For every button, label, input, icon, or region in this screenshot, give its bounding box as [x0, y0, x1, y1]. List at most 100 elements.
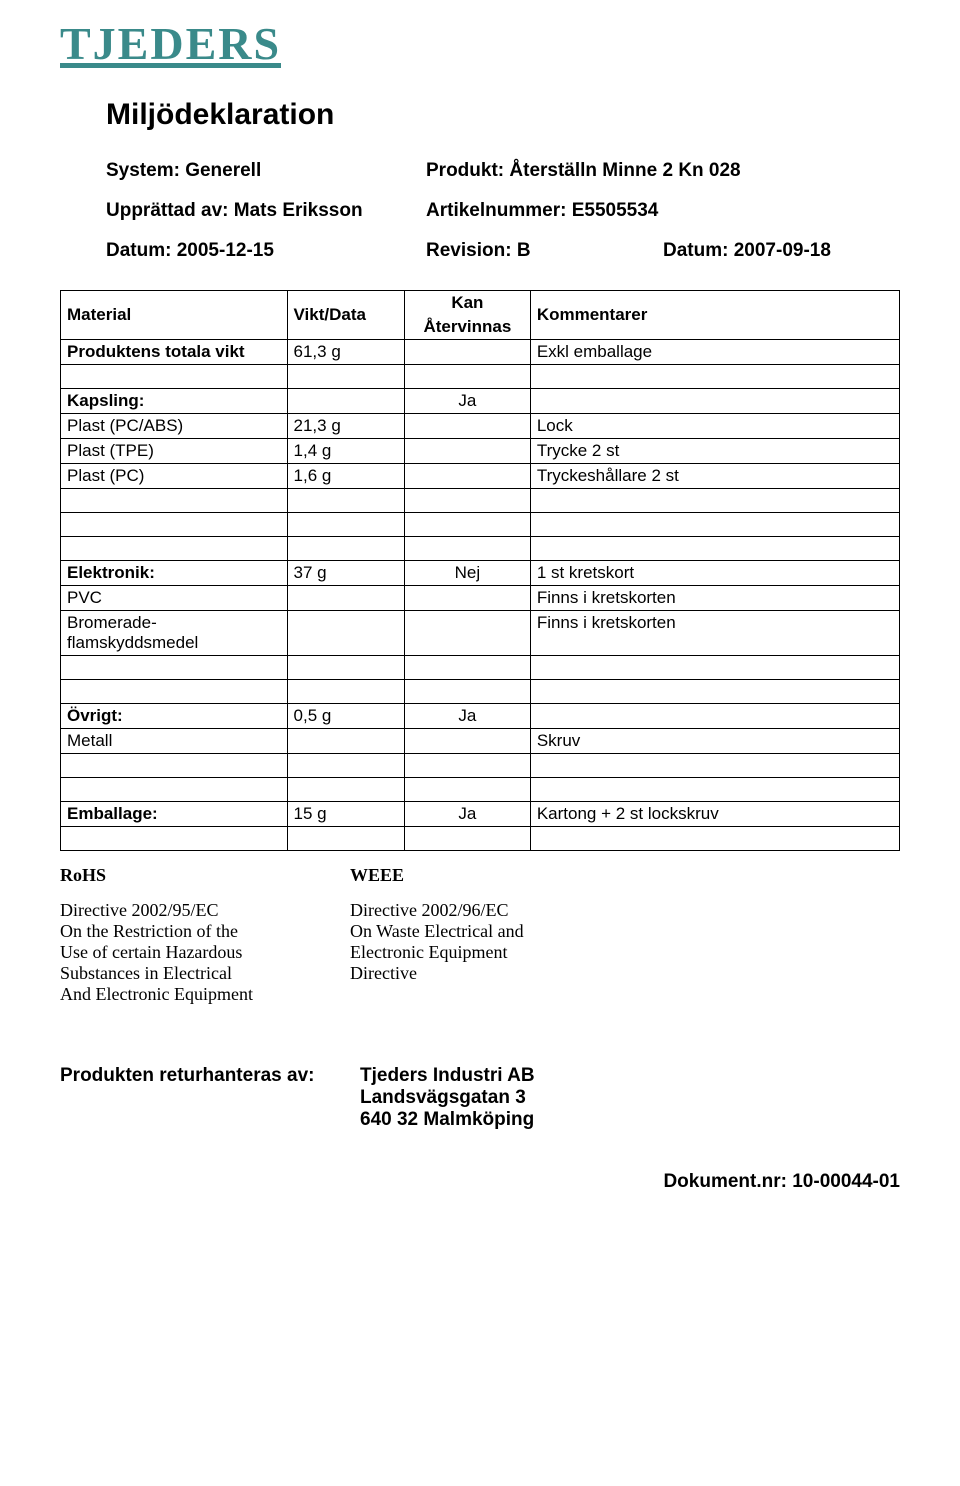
cell-komm: Lock — [530, 414, 899, 439]
table-row: Plast (PC/ABS) 21,3 g Lock — [61, 414, 900, 439]
return-line: Tjeders Industri AB — [360, 1065, 900, 1087]
docnr-label: Dokument.nr: — [663, 1171, 787, 1192]
kapsling-header-row: Kapsling: Ja — [61, 389, 900, 414]
rohs-heading: RoHS — [60, 865, 350, 886]
system-value: Generell — [185, 160, 261, 181]
kapsling-label: Kapsling: — [61, 389, 288, 414]
emballage-komm: Kartong + 2 st lockskruv — [530, 802, 899, 827]
cell-name: PVC — [61, 586, 288, 611]
cell-komm: Finns i kretskorten — [530, 611, 899, 656]
total-komm: Exkl emballage — [530, 340, 899, 365]
page: TJEDERS Miljödeklaration System: Generel… — [0, 0, 960, 1233]
weee-column: WEEE Directive 2002/96/EC On Waste Elect… — [350, 865, 900, 1005]
ovrigt-label: Övrigt: — [61, 704, 288, 729]
docnr-value: 10-00044-01 — [792, 1171, 900, 1192]
weee-line: Directive 2002/96/EC — [350, 900, 900, 921]
spacer-row — [61, 365, 900, 389]
return-address: Tjeders Industri AB Landsvägsgatan 3 640… — [360, 1065, 900, 1131]
revdate-value: 2007-09-18 — [734, 240, 831, 261]
total-label: Produktens totala vikt — [61, 340, 288, 365]
table-row: Plast (PC) 1,6 g Tryckeshållare 2 st — [61, 464, 900, 489]
ovrigt-header-row: Övrigt: 0,5 g Ja — [61, 704, 900, 729]
spacer-row — [61, 537, 900, 561]
revision-value: B — [517, 240, 531, 261]
cell-name: Metall — [61, 729, 288, 754]
cell-vikt: 1,4 g — [287, 439, 404, 464]
rohs-column: RoHS Directive 2002/95/EC On the Restric… — [60, 865, 350, 1005]
header-vikt: Vikt/Data — [287, 291, 404, 340]
spacer-row — [61, 680, 900, 704]
page-title: Miljödeklaration — [106, 98, 900, 132]
header-kommentar: Kommentarer — [530, 291, 899, 340]
product-label: Produkt: — [426, 160, 504, 181]
ovrigt-vikt: 0,5 g — [287, 704, 404, 729]
article-label: Artikelnummer: — [426, 200, 566, 221]
cell-name: Plast (PC/ABS) — [61, 414, 288, 439]
rohs-line: On the Restriction of the — [60, 921, 350, 942]
header-material: Material — [61, 291, 288, 340]
system-field: System: Generell — [106, 160, 426, 182]
cell-komm: Tryckeshållare 2 st — [530, 464, 899, 489]
table-row: Bromerade-flamskyddsmedel Finns i kretsk… — [61, 611, 900, 656]
emballage-kan: Ja — [404, 802, 530, 827]
cell-komm: Finns i kretskorten — [530, 586, 899, 611]
product-field: Produkt: Återställn Minne 2 Kn 028 — [426, 160, 900, 182]
table-row: Metall Skruv — [61, 729, 900, 754]
table-row: Plast (TPE) 1,4 g Trycke 2 st — [61, 439, 900, 464]
total-weight-row: Produktens totala vikt 61,3 g Exkl embal… — [61, 340, 900, 365]
product-value: Återställn Minne 2 Kn 028 — [509, 160, 740, 181]
spacer-row — [61, 754, 900, 778]
author-label: Upprättad av: — [106, 200, 228, 221]
elektronik-vikt: 37 g — [287, 561, 404, 586]
cell-komm: Trycke 2 st — [530, 439, 899, 464]
company-logo: TJEDERS — [60, 24, 281, 68]
weee-line: On Waste Electrical and — [350, 921, 900, 942]
document-number: Dokument.nr: 10-00044-01 — [60, 1171, 900, 1193]
date-field: Datum: 2005-12-15 — [106, 240, 426, 262]
cell-vikt: 21,3 g — [287, 414, 404, 439]
directives-block: RoHS Directive 2002/95/EC On the Restric… — [60, 865, 900, 1005]
spacer-row — [61, 827, 900, 851]
article-field: Artikelnummer: E5505534 — [426, 200, 900, 222]
kapsling-kan: Ja — [404, 389, 530, 414]
emballage-label: Emballage: — [61, 802, 288, 827]
article-value: E5505534 — [572, 200, 659, 221]
header-kan-line1: Kan — [404, 291, 530, 316]
cell-name: Bromerade-flamskyddsmedel — [61, 611, 288, 656]
elektronik-komm: 1 st kretskort — [530, 561, 899, 586]
date-label: Datum: — [106, 240, 171, 261]
author-value: Mats Eriksson — [234, 200, 363, 221]
rohs-line: And Electronic Equipment — [60, 984, 350, 1005]
return-label: Produkten returhanteras av: — [60, 1065, 360, 1131]
system-label: System: — [106, 160, 180, 181]
return-handling-block: Produkten returhanteras av: Tjeders Indu… — [60, 1065, 900, 1131]
rohs-line: Substances in Electrical — [60, 963, 350, 984]
rohs-line: Directive 2002/95/EC — [60, 900, 350, 921]
cell-name: Plast (PC) — [61, 464, 288, 489]
table-row: PVC Finns i kretskorten — [61, 586, 900, 611]
return-line: 640 32 Malmköping — [360, 1109, 900, 1131]
weee-heading: WEEE — [350, 865, 900, 886]
cell-vikt: 1,6 g — [287, 464, 404, 489]
ovrigt-kan: Ja — [404, 704, 530, 729]
elektronik-kan: Nej — [404, 561, 530, 586]
total-vikt: 61,3 g — [287, 340, 404, 365]
weee-line: Directive — [350, 963, 900, 984]
spacer-row — [61, 513, 900, 537]
elektronik-label: Elektronik: — [61, 561, 288, 586]
cell-name: Plast (TPE) — [61, 439, 288, 464]
elektronik-header-row: Elektronik: 37 g Nej 1 st kretskort — [61, 561, 900, 586]
materials-table: Material Vikt/Data Kan Kommentarer Återv… — [60, 290, 900, 851]
spacer-row — [61, 778, 900, 802]
revdate-label: Datum: — [663, 240, 728, 261]
cell-komm: Skruv — [530, 729, 899, 754]
table-header-row: Material Vikt/Data Kan Kommentarer — [61, 291, 900, 316]
weee-line: Electronic Equipment — [350, 942, 900, 963]
revdate-field: Datum: 2007-09-18 — [663, 240, 900, 262]
emballage-vikt: 15 g — [287, 802, 404, 827]
total-kan — [404, 340, 530, 365]
revision-field: Revision: B — [426, 240, 663, 262]
spacer-row — [61, 489, 900, 513]
header-kan-line2: Återvinnas — [404, 315, 530, 340]
emballage-header-row: Emballage: 15 g Ja Kartong + 2 st locksk… — [61, 802, 900, 827]
